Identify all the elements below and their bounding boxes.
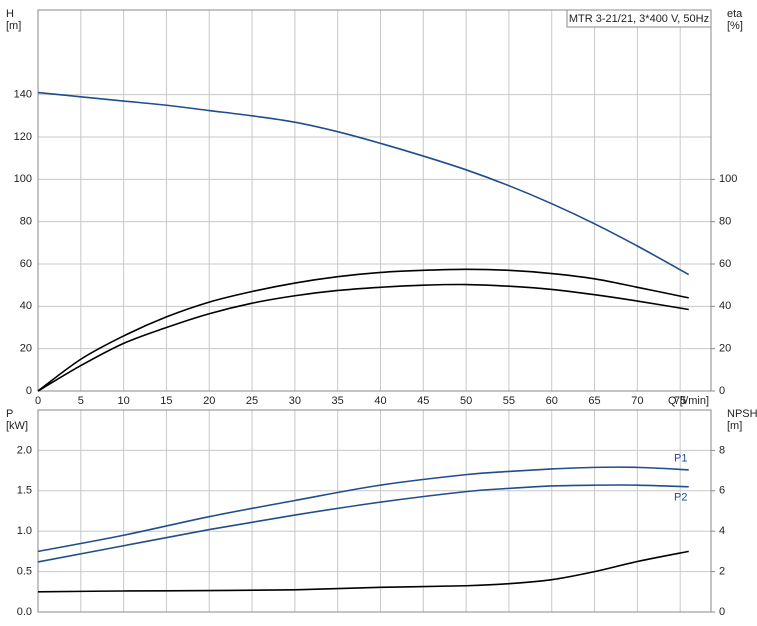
curve (37, 466, 689, 553)
plot-frame (37, 9, 712, 392)
y-tick-label: 60 (20, 258, 32, 270)
y2-axis-label: eta (727, 8, 743, 20)
y2-tick-label: 2 (719, 566, 725, 578)
x-tick-label: 15 (160, 395, 172, 407)
y-axis-label: P (6, 408, 13, 420)
x-tick-label: 50 (460, 395, 472, 407)
y-tick-label: 0.0 (17, 606, 32, 618)
y-tick-label: 80 (20, 216, 32, 228)
x-tick-label: 70 (631, 395, 643, 407)
y-tick-label: 140 (14, 89, 32, 101)
y-tick-label: 2.0 (17, 444, 32, 456)
y-tick-label: 20 (20, 343, 32, 355)
y2-tick-label: 6 (719, 485, 725, 497)
x-tick-label: 75 (674, 395, 686, 407)
y-tick-label: 1.5 (17, 485, 32, 497)
annotation-box (566, 9, 712, 28)
x-tick-label: 60 (546, 395, 558, 407)
y2-tick-label: 0 (719, 385, 725, 397)
curve (37, 550, 689, 593)
y-tick-label: 0 (26, 385, 32, 397)
y2-tick-label: 100 (719, 173, 737, 185)
x-tick-label: 5 (78, 395, 84, 407)
x-tick-label: 35 (332, 395, 344, 407)
x-tick-label: 10 (117, 395, 129, 407)
y2-tick-label: 60 (719, 258, 731, 270)
x-tick-label: 40 (374, 395, 386, 407)
x-tick-label: 0 (35, 395, 41, 407)
y2-axis-label: [%] (727, 20, 743, 32)
y-tick-label: 0.5 (17, 566, 32, 578)
x-tick-label: 20 (203, 395, 215, 407)
y2-tick-label: 8 (719, 444, 725, 456)
y-axis-label: [kW] (6, 420, 28, 432)
y-tick-label: 120 (14, 131, 32, 143)
y2-axis-label: [m] (727, 420, 742, 432)
curve (37, 91, 690, 276)
annotation: MTR 3-21/21, 3*400 V, 50Hz (569, 13, 709, 25)
plot-frame (37, 409, 712, 613)
y-tick-label: 100 (14, 173, 32, 185)
x-axis-label: Q [l/min] (668, 395, 709, 407)
y-axis-label: [m] (6, 20, 21, 32)
y-axis-label: H (6, 8, 14, 20)
y2-tick-label: 80 (719, 216, 731, 228)
y2-axis-label: NPSH (727, 408, 757, 420)
curve (37, 268, 689, 392)
y2-tick-label: 40 (719, 300, 731, 312)
y2-tick-label: 4 (719, 525, 725, 537)
series-label: P1 (674, 453, 687, 465)
x-tick-label: 45 (417, 395, 429, 407)
x-tick-label: 55 (503, 395, 515, 407)
y-tick-label: 40 (20, 300, 32, 312)
y2-tick-label: 0 (719, 606, 725, 618)
series-label: P2 (674, 492, 687, 504)
curve (37, 484, 689, 563)
y-tick-label: 1.0 (17, 525, 32, 537)
x-tick-label: 30 (289, 395, 301, 407)
y2-tick-label: 20 (719, 343, 731, 355)
curve (37, 283, 689, 392)
x-tick-label: 65 (588, 395, 600, 407)
x-tick-label: 25 (246, 395, 258, 407)
